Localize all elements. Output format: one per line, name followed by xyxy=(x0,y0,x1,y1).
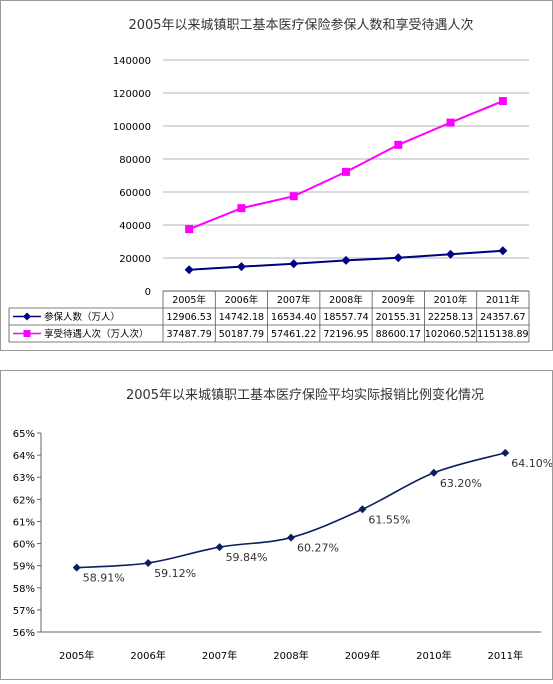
data-point xyxy=(289,192,298,201)
table-value: 16534.40 xyxy=(271,312,316,323)
data-label: 58.91% xyxy=(83,572,125,585)
data-label: 64.10% xyxy=(511,457,552,470)
y-tick-label: 0 xyxy=(145,287,151,298)
x-tick-label: 2009年 xyxy=(381,294,415,306)
table-value: 24357.67 xyxy=(480,312,525,323)
data-point xyxy=(446,249,456,259)
y-tick-label: 63% xyxy=(13,473,35,484)
table-value: 18557.74 xyxy=(323,312,368,323)
chart-title: 2005年以来城镇职工基本医疗保险平均实际报销比例变化情况 xyxy=(126,387,484,403)
series-line xyxy=(188,100,504,231)
data-point xyxy=(289,259,299,269)
x-tick-label: 2007年 xyxy=(277,294,311,306)
data-label: 61.55% xyxy=(368,513,410,526)
data-label: 59.84% xyxy=(226,551,268,564)
table-value: 57461.22 xyxy=(271,329,316,340)
data-point xyxy=(341,255,351,265)
table-value: 88600.17 xyxy=(376,329,421,340)
table-value: 14742.18 xyxy=(219,312,264,323)
chart-panel-insured: 2005年以来城镇职工基本医疗保险参保人数和享受待遇人次 0 20000 40000… xyxy=(0,0,553,351)
x-tick-label: 2007年 xyxy=(202,649,237,662)
data-point xyxy=(393,253,403,263)
x-tick-label: 2010年 xyxy=(416,649,451,662)
table-value: 37487.79 xyxy=(166,329,211,340)
legend-marker xyxy=(23,330,31,337)
y-tick-label: 60000 xyxy=(119,188,151,199)
table-value: 12906.53 xyxy=(166,312,211,323)
data-point xyxy=(185,225,194,234)
data-point xyxy=(394,140,403,149)
y-tick-label: 59% xyxy=(13,562,35,573)
data-point xyxy=(184,265,194,275)
y-tick-label: 61% xyxy=(13,517,35,528)
y-tick-label: 65% xyxy=(13,429,35,440)
legend-label: 享受待遇人次（万人次） xyxy=(44,328,149,340)
x-tick-label: 2006年 xyxy=(225,294,259,306)
data-point xyxy=(501,448,510,457)
data-point xyxy=(429,468,438,477)
chart-insured-svg: 2005年以来城镇职工基本医疗保险参保人数和享受待遇人次 0 20000 40000… xyxy=(8,17,530,343)
y-tick-label: 140000 xyxy=(113,56,151,67)
table-value: 20155.31 xyxy=(376,312,421,323)
x-tick-label: 2008年 xyxy=(329,294,363,306)
data-point xyxy=(215,543,224,552)
series-line xyxy=(76,452,506,569)
table-value: 22258.13 xyxy=(428,312,473,323)
data-label: 60.27% xyxy=(297,542,339,555)
x-tick-label: 2011年 xyxy=(488,649,523,662)
table-value: 72196.95 xyxy=(323,329,368,340)
x-tick-label: 2005年 xyxy=(172,294,206,306)
data-point xyxy=(358,505,367,514)
x-tick-label: 2009年 xyxy=(345,649,380,662)
x-tick-label: 2008年 xyxy=(273,649,308,662)
y-tick-label: 56% xyxy=(13,628,35,639)
chart-reimbursement-svg: 2005年以来城镇职工基本医疗保险平均实际报销比例变化情况 56% 57% 58% 5… xyxy=(13,387,553,662)
data-point xyxy=(446,118,455,127)
chart-panel-reimbursement: 2005年以来城镇职工基本医疗保险平均实际报销比例变化情况 56% 57% 58% 5… xyxy=(0,370,553,680)
y-tick-label: 58% xyxy=(13,584,35,595)
chart-title: 2005年以来城镇职工基本医疗保险参保人数和享受待遇人次 xyxy=(128,17,473,33)
y-tick-label: 20000 xyxy=(119,254,151,265)
data-point xyxy=(72,563,81,572)
y-tick-label: 40000 xyxy=(119,221,151,232)
data-point xyxy=(237,204,246,213)
x-tick-label: 2011年 xyxy=(486,294,520,306)
x-tick-label: 2005年 xyxy=(59,649,94,662)
table-value: 102060.52 xyxy=(425,329,476,340)
table-value: 115138.89 xyxy=(477,329,528,340)
data-point xyxy=(144,559,153,568)
legend-label: 参保人数（万人） xyxy=(44,311,120,323)
y-tick-label: 100000 xyxy=(113,122,151,133)
y-tick-label: 120000 xyxy=(113,89,151,100)
data-point xyxy=(342,167,350,176)
data-point xyxy=(236,262,246,272)
table-value: 50187.79 xyxy=(219,329,264,340)
x-tick-label: 2006年 xyxy=(130,649,165,662)
y-tick-label: 57% xyxy=(13,606,35,617)
data-label: 59.12% xyxy=(154,567,196,580)
y-tick-label: 64% xyxy=(13,451,35,462)
x-tick-label: 2010年 xyxy=(434,294,468,306)
data-point xyxy=(498,246,508,256)
data-point xyxy=(287,533,295,542)
data-point xyxy=(498,97,507,106)
y-tick-label: 80000 xyxy=(119,155,151,166)
y-tick-label: 60% xyxy=(13,540,35,551)
legend-marker xyxy=(23,312,31,321)
data-label: 63.20% xyxy=(440,477,482,490)
y-tick-label: 62% xyxy=(13,495,35,506)
